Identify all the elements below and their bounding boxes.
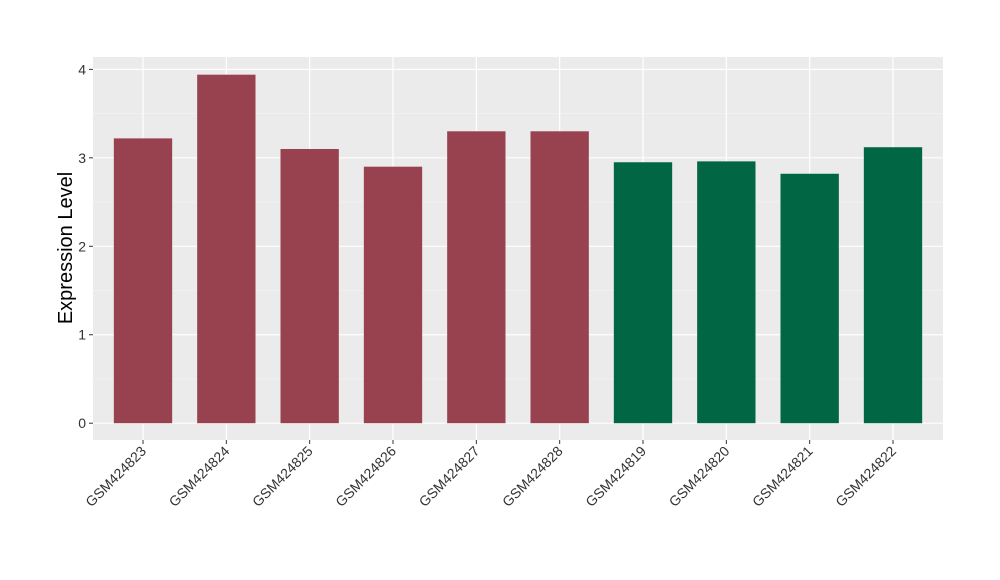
x-tick-label: GSM424824: [166, 443, 233, 510]
y-tick-label: 0: [78, 415, 86, 431]
x-tick-label: GSM424820: [666, 443, 733, 510]
x-tick-label: GSM424825: [249, 443, 316, 510]
y-tick-label: 1: [78, 327, 86, 343]
x-tick-label: GSM424827: [416, 443, 483, 510]
y-tick-label: 3: [78, 150, 86, 166]
x-tick-label: GSM424819: [582, 443, 649, 510]
bar: [363, 166, 423, 424]
bar: [780, 173, 839, 424]
x-tick-label: GSM424821: [749, 443, 816, 510]
y-tick-label: 4: [78, 61, 86, 77]
bar: [197, 74, 256, 424]
bar: [113, 138, 173, 424]
bar: [447, 131, 506, 424]
x-tick-label: GSM424823: [82, 443, 149, 510]
bar: [697, 161, 756, 424]
bar: [863, 147, 923, 424]
y-axis-label: Expression Level: [55, 172, 77, 324]
bar: [613, 162, 673, 424]
x-tick-label: GSM424822: [832, 443, 899, 510]
bar: [280, 148, 339, 424]
bar: [530, 131, 589, 424]
x-tick-label: GSM424828: [499, 443, 566, 510]
x-tick-label: GSM424826: [332, 443, 399, 510]
y-tick-label: 2: [78, 238, 86, 254]
